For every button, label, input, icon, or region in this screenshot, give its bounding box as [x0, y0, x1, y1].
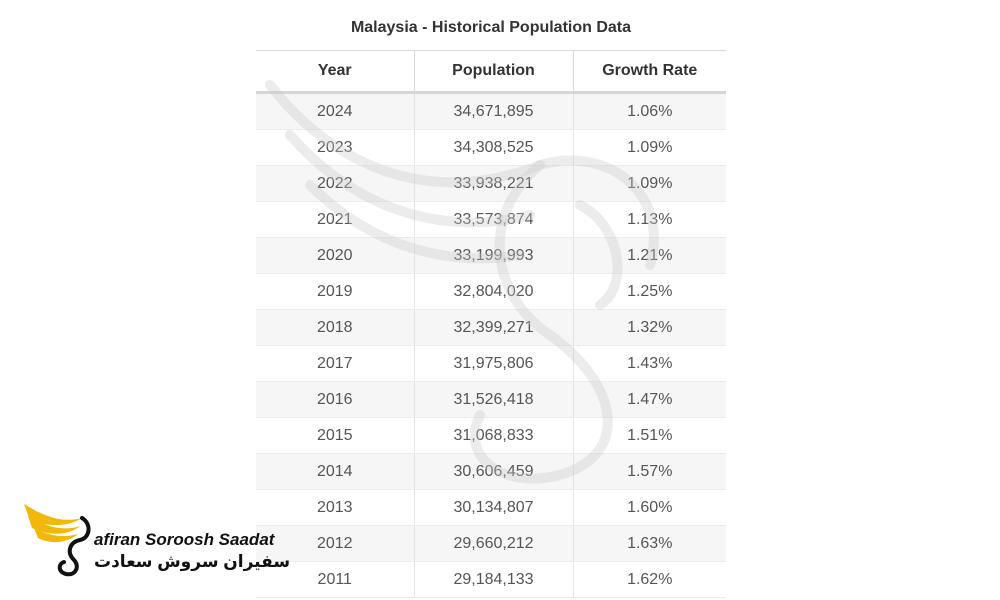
year-cell: 2012	[256, 525, 414, 562]
logo-text-english: afiran Soroosh Saadat	[94, 530, 275, 549]
population-cell: 30,134,807	[413, 489, 573, 526]
column-header-growth-rate: Growth Rate	[572, 50, 726, 94]
growth-rate-cell: 1.57%	[572, 453, 726, 490]
year-cell: 2015	[256, 417, 414, 454]
column-header-population: Population	[413, 50, 573, 94]
year-cell: 2014	[256, 453, 414, 490]
growth-rate-cell: 1.60%	[572, 489, 726, 526]
table-row: 2014 30,606,459 1.57%	[256, 453, 726, 490]
growth-rate-cell: 1.13%	[572, 201, 726, 238]
swan-logo-icon	[24, 504, 91, 577]
population-cell: 30,606,459	[413, 453, 573, 490]
table-row: 2024 34,671,895 1.06%	[256, 92, 726, 130]
growth-rate-cell: 1.09%	[572, 129, 726, 166]
year-cell: 2011	[256, 561, 414, 598]
population-cell: 32,399,271	[413, 309, 573, 346]
company-logo: afiran Soroosh Saadat سفیران سروش سعادت	[20, 494, 290, 584]
table-row: 2023 34,308,525 1.09%	[256, 129, 726, 166]
growth-rate-cell: 1.63%	[572, 525, 726, 562]
table-row: 2016 31,526,418 1.47%	[256, 381, 726, 418]
growth-rate-cell: 1.62%	[572, 561, 726, 598]
growth-rate-cell: 1.06%	[572, 92, 726, 130]
year-cell: 2018	[256, 309, 414, 346]
growth-rate-cell: 1.09%	[572, 165, 726, 202]
table-row: 2020 33,199,993 1.21%	[256, 237, 726, 274]
logo-text-persian: سفیران سروش سعادت	[94, 552, 291, 571]
year-cell: 2023	[256, 129, 414, 166]
table-row: 2022 33,938,221 1.09%	[256, 165, 726, 202]
population-table: Year Population Growth Rate 2024 34,671,8…	[256, 50, 726, 598]
table-row: 2019 32,804,020 1.25%	[256, 273, 726, 310]
growth-rate-cell: 1.25%	[572, 273, 726, 310]
growth-rate-cell: 1.51%	[572, 417, 726, 454]
table-row: 2012 29,660,212 1.63%	[256, 525, 726, 562]
year-cell: 2022	[256, 165, 414, 202]
population-cell: 31,975,806	[413, 345, 573, 382]
table-row: 2017 31,975,806 1.43%	[256, 345, 726, 382]
column-header-year: Year	[256, 50, 414, 94]
year-cell: 2013	[256, 489, 414, 526]
table-row: 2015 31,068,833 1.51%	[256, 417, 726, 454]
population-cell: 33,573,874	[413, 201, 573, 238]
year-cell: 2017	[256, 345, 414, 382]
table-row: 2018 32,399,271 1.32%	[256, 309, 726, 346]
population-table-container: Malaysia - Historical Population Data Ye…	[256, 0, 726, 598]
population-cell: 33,199,993	[413, 237, 573, 274]
population-cell: 32,804,020	[413, 273, 573, 310]
year-cell: 2020	[256, 237, 414, 274]
population-cell: 31,526,418	[413, 381, 573, 418]
growth-rate-cell: 1.43%	[572, 345, 726, 382]
population-cell: 34,671,895	[413, 92, 573, 130]
growth-rate-cell: 1.21%	[572, 237, 726, 274]
year-cell: 2019	[256, 273, 414, 310]
table-row: 2013 30,134,807 1.60%	[256, 489, 726, 526]
table-header-row: Year Population Growth Rate	[256, 50, 726, 94]
year-cell: 2021	[256, 201, 414, 238]
population-cell: 33,938,221	[413, 165, 573, 202]
population-cell: 29,184,133	[413, 561, 573, 598]
population-cell: 34,308,525	[413, 129, 573, 166]
population-cell: 31,068,833	[413, 417, 573, 454]
growth-rate-cell: 1.32%	[572, 309, 726, 346]
table-row: 2011 29,184,133 1.62%	[256, 561, 726, 598]
population-cell: 29,660,212	[413, 525, 573, 562]
year-cell: 2024	[256, 92, 414, 130]
year-cell: 2016	[256, 381, 414, 418]
growth-rate-cell: 1.47%	[572, 381, 726, 418]
table-row: 2021 33,573,874 1.13%	[256, 201, 726, 238]
table-title: Malaysia - Historical Population Data	[350, 19, 632, 36]
